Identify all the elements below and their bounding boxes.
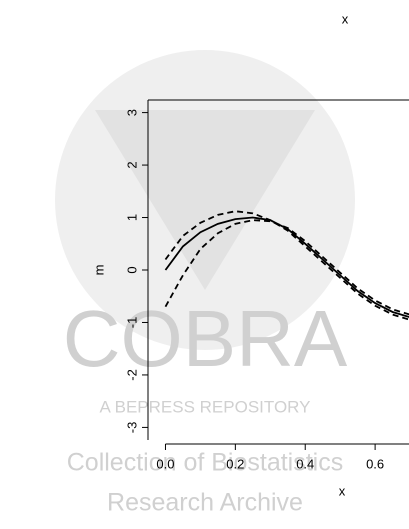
watermark-text: Collection of Biostatistics	[67, 449, 344, 477]
y-tick-label: 2	[124, 161, 139, 168]
x-tick-label: 0.0	[156, 456, 174, 471]
axis-label: x	[342, 11, 349, 26]
y-tick-label: -3	[124, 422, 139, 434]
watermark-subtitle: A BEPRESS REPOSITORY	[99, 397, 310, 416]
line-series	[164, 210, 409, 321]
y-tick-label: 0	[124, 266, 139, 273]
watermark-logo	[55, 50, 355, 350]
y-tick-label: 3	[124, 109, 139, 116]
y-axis-label: m	[91, 265, 106, 276]
x-tick-label: 0.6	[366, 456, 384, 471]
y-tick-label: 1	[124, 214, 139, 221]
watermark-title: COBRA	[63, 294, 348, 383]
x-tick-label: 0.2	[226, 456, 244, 471]
y-tick-label: -2	[124, 369, 139, 381]
y-tick-label: -1	[124, 317, 139, 329]
x-axis-label: x	[339, 483, 346, 498]
line-series	[164, 219, 409, 316]
x-tick-label: 0.4	[296, 456, 314, 471]
watermark-text: Research Archive	[107, 489, 303, 517]
